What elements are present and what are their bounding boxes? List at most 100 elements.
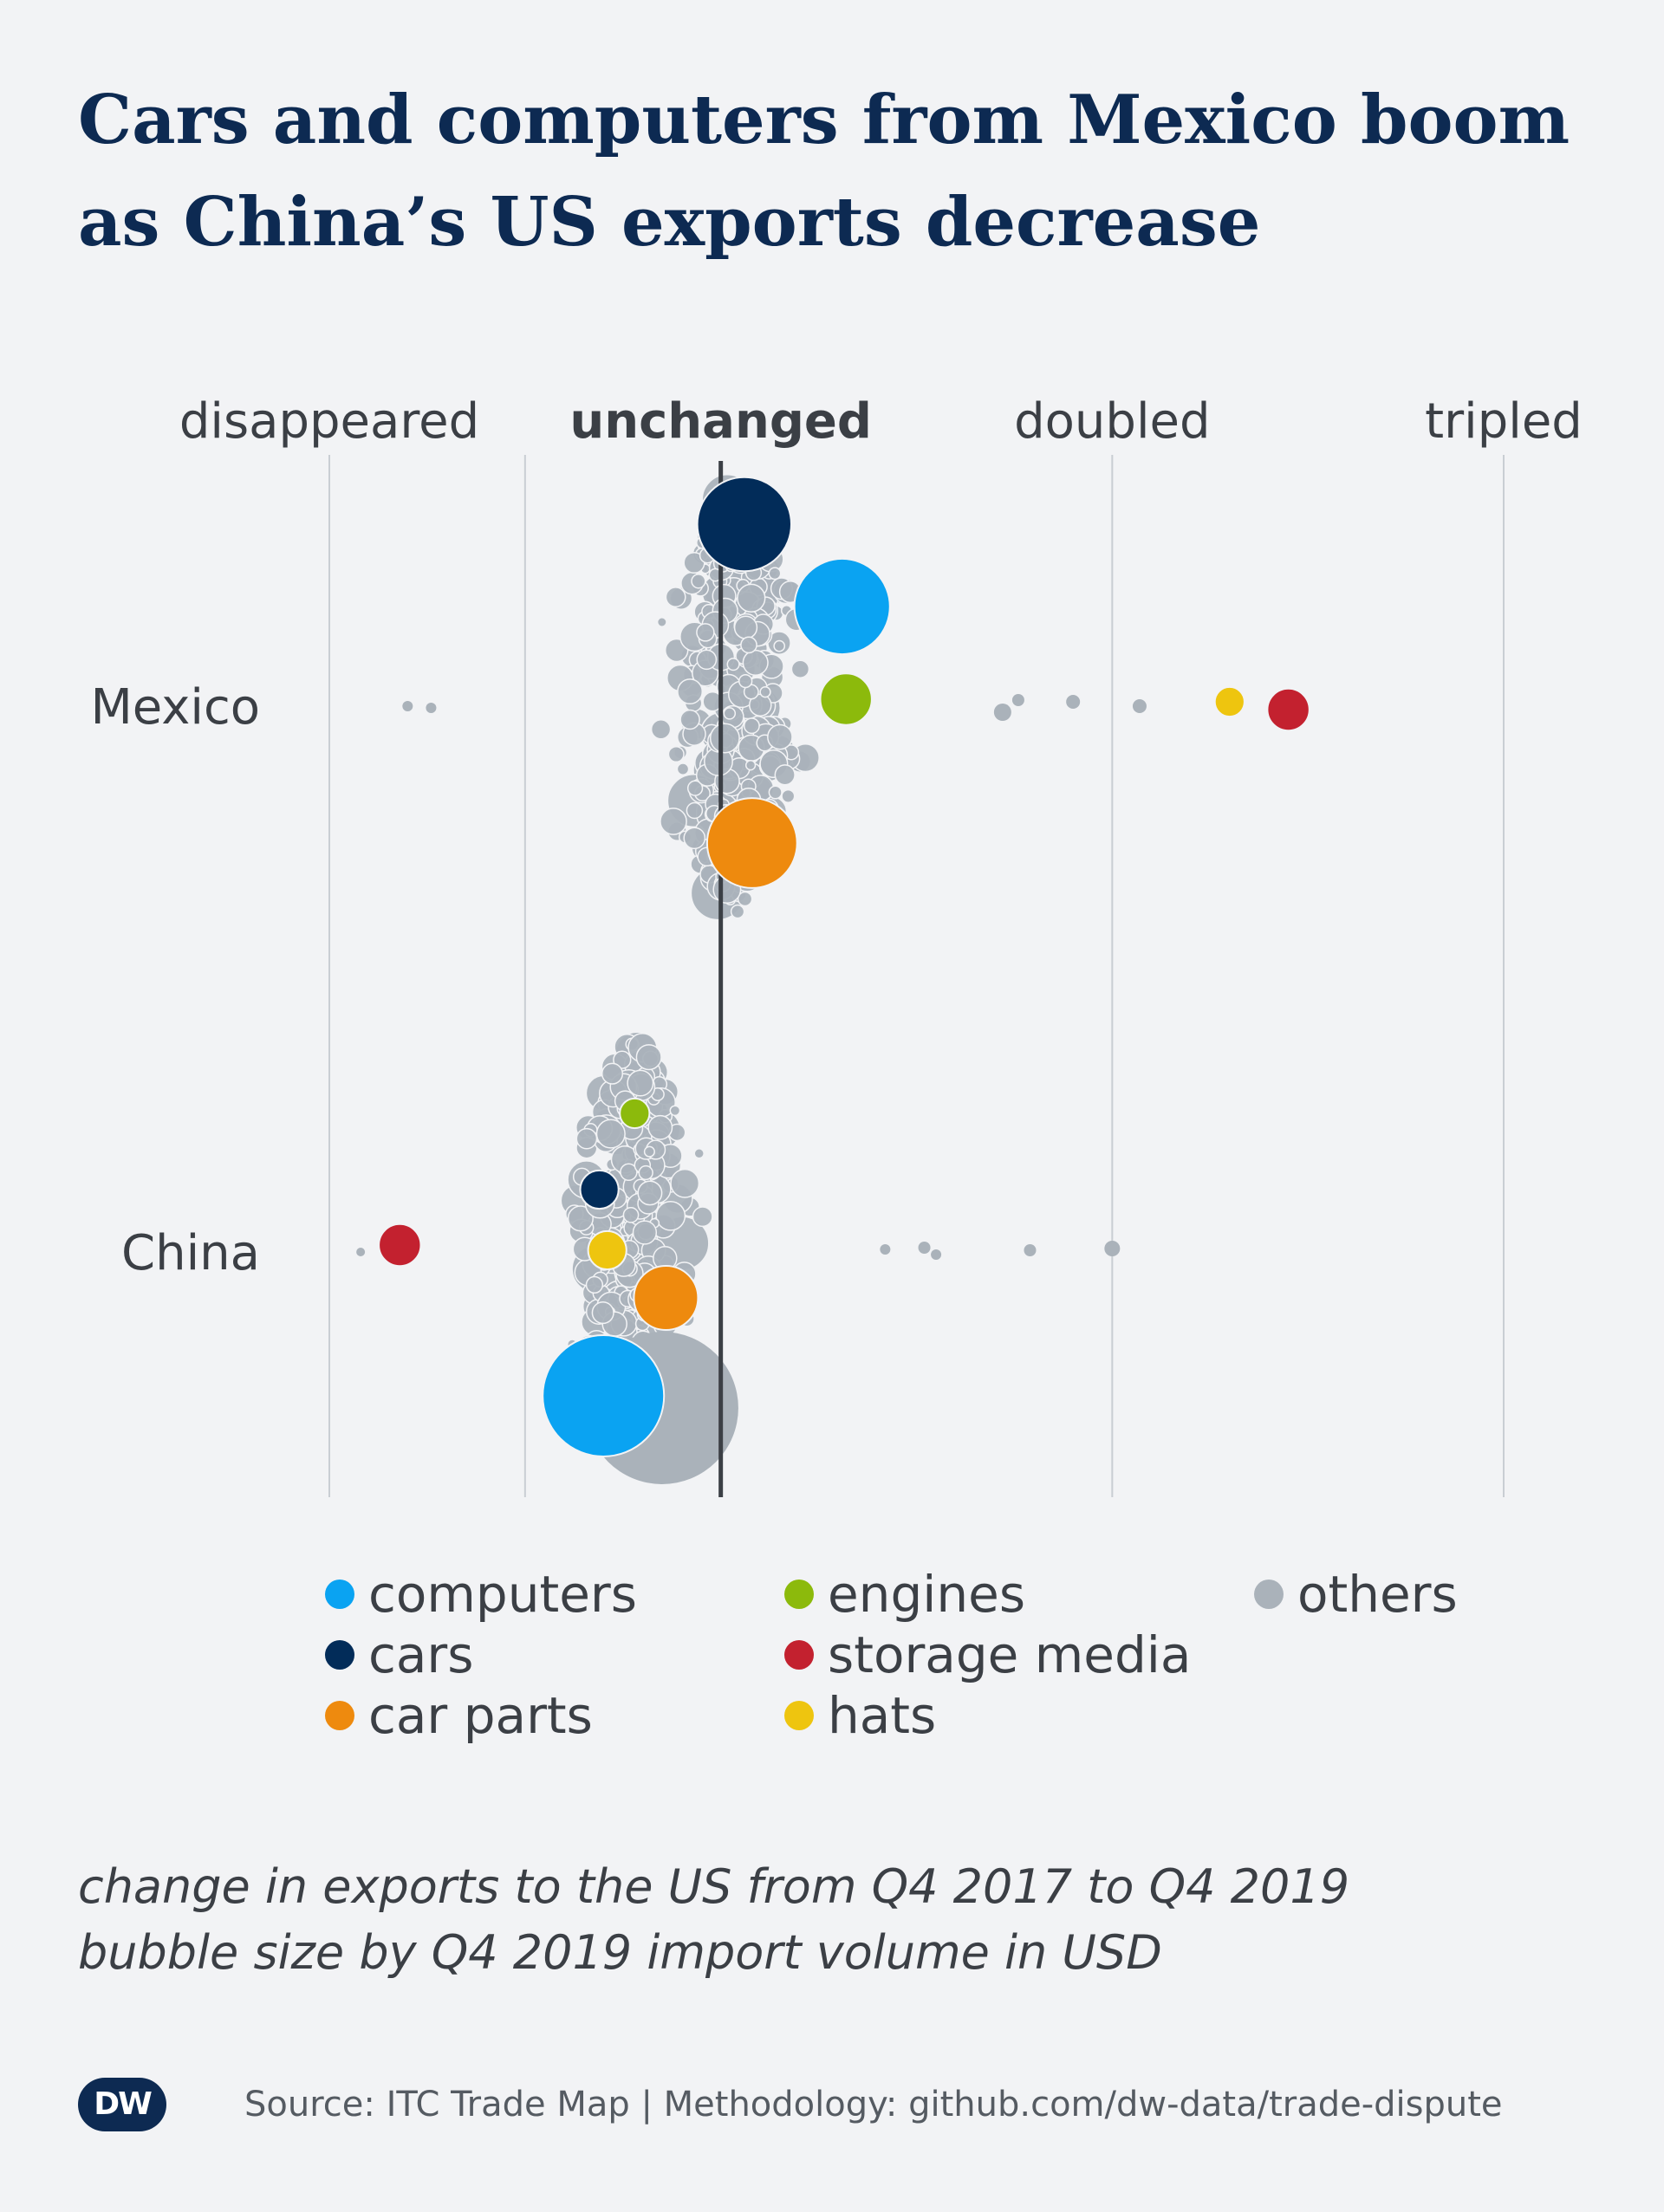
- other-bubble: [635, 1044, 662, 1071]
- legend-label-cars: cars: [368, 1625, 474, 1684]
- legend-dot-cars: [325, 1639, 354, 1670]
- other-bubble: [742, 649, 769, 676]
- chart-note-line-2: bubble size by Q4 2019 import volume in …: [78, 1925, 1162, 1980]
- other-bubble: [643, 1145, 655, 1158]
- other-bubble: [1104, 1241, 1121, 1256]
- legend-item-storage-media: storage media: [784, 1625, 1191, 1685]
- other-bubble: [622, 1206, 640, 1223]
- other-bubble: [1066, 695, 1081, 709]
- bubble-computers-china: [542, 1334, 666, 1457]
- other-bubble: [790, 659, 810, 678]
- other-bubble: [709, 723, 740, 754]
- others-bubbles: [356, 474, 1235, 1484]
- other-bubble: [402, 701, 413, 711]
- other-bubble: [726, 658, 740, 671]
- x-axis-tick-labels: disappeared unchanged doubled tripled: [179, 393, 1583, 450]
- other-bubble: [683, 827, 706, 850]
- legend-label-engines: engines: [828, 1565, 1026, 1624]
- other-bubble: [773, 639, 786, 652]
- other-bubble: [743, 717, 760, 735]
- other-bubble: [650, 719, 672, 740]
- legend-item-others: others: [1254, 1564, 1458, 1625]
- legend-dot-others: [1254, 1579, 1284, 1609]
- other-bubble: [638, 1164, 653, 1181]
- other-bubble: [768, 567, 782, 581]
- legend-item-car-parts: car parts: [325, 1685, 593, 1746]
- other-bubble: [567, 1205, 594, 1232]
- bubble-storage-media-mexico: [1266, 687, 1310, 732]
- legend-dot-computers: [325, 1579, 354, 1609]
- other-bubble: [637, 1180, 663, 1206]
- other-bubble: [993, 704, 1011, 721]
- chart-title-line-1: Cars and computers from Mexico boom: [78, 81, 1570, 159]
- other-bubble: [1024, 1244, 1037, 1256]
- legend-label-others: others: [1297, 1565, 1458, 1624]
- chart-note-line-1: change in exports to the US from Q4 2017…: [78, 1859, 1350, 1914]
- bubble-hats-china: [587, 1229, 627, 1271]
- legend-label-computers: computers: [368, 1565, 637, 1624]
- bubble-cars-mexico: [696, 476, 792, 573]
- other-bubble: [613, 1050, 632, 1069]
- bubble-car-parts-mexico: [705, 797, 798, 889]
- other-bubble: [918, 1242, 931, 1254]
- other-bubble: [774, 764, 796, 786]
- bubble-computers-mexico: [793, 557, 891, 656]
- other-bubble: [356, 1248, 366, 1256]
- other-bubble: [667, 745, 685, 763]
- legend-dot-hats: [784, 1700, 814, 1730]
- other-bubble: [677, 678, 704, 705]
- gridlines: [328, 455, 1505, 1497]
- legend-label-hats: hats: [828, 1686, 937, 1745]
- other-bubble: [575, 1127, 598, 1150]
- chart-title-line-2: as China’s US exports decrease: [78, 183, 1261, 262]
- bubble-engines-mexico: [819, 672, 873, 726]
- other-bubble: [692, 1206, 713, 1228]
- chart-title: Cars and computers from Mexico boom as C…: [78, 69, 1621, 274]
- legend-item-cars: cars: [325, 1625, 474, 1685]
- other-bubble: [691, 574, 706, 589]
- other-bubble: [656, 617, 667, 627]
- highlighted-bubbles: [378, 476, 1310, 1457]
- legend-dot-engines: [784, 1579, 814, 1609]
- other-bubble: [723, 707, 737, 720]
- other-bubble: [759, 686, 771, 698]
- other-bubble: [660, 808, 687, 835]
- other-bubble: [744, 760, 757, 771]
- other-bubble: [781, 788, 796, 803]
- x-tick-label: unchanged: [569, 393, 872, 450]
- x-tick-label: doubled: [1014, 393, 1210, 450]
- other-bubble: [679, 709, 700, 730]
- other-bubble: [696, 649, 718, 671]
- other-bubble: [767, 723, 793, 750]
- source-credit: Source: ITC Trade Map | Methodology: git…: [244, 2085, 1503, 2124]
- other-bubble: [669, 1105, 681, 1117]
- country-label: Mexico: [90, 679, 260, 736]
- other-bubble: [931, 1249, 942, 1260]
- legend-item-computers: computers: [325, 1564, 637, 1625]
- bubble-cars-china: [579, 1169, 620, 1210]
- other-bubble: [686, 801, 704, 820]
- legend-dot-storage-media: [784, 1639, 814, 1670]
- other-bubble: [632, 1220, 658, 1245]
- other-bubble: [627, 1069, 654, 1097]
- chart-note: change in exports to the US from Q4 2017…: [78, 1854, 1595, 1986]
- other-bubble: [733, 615, 758, 639]
- other-bubble: [737, 891, 753, 907]
- other-bubble: [1011, 694, 1024, 706]
- other-bubble: [670, 1168, 700, 1198]
- legend-label-car-parts: car parts: [368, 1686, 593, 1745]
- other-bubble: [686, 780, 704, 796]
- other-bubble: [601, 1062, 624, 1085]
- bubble-storage-media-china: [378, 1223, 422, 1268]
- bubble-engines-china: [619, 1097, 651, 1130]
- dw-logo: DW: [78, 2078, 166, 2131]
- beeswarm-chart: disappeared unchanged doubled tripled Mexic…: [90, 393, 1583, 1497]
- other-bubble: [426, 703, 437, 713]
- other-bubble: [647, 1114, 673, 1140]
- other-bubble: [768, 785, 783, 800]
- other-bubble: [620, 1163, 638, 1182]
- x-tick-label: disappeared: [179, 393, 479, 450]
- legend-item-engines: engines: [784, 1564, 1025, 1625]
- bubble-hats-mexico: [1213, 685, 1245, 718]
- legend: computers cars car parts engines storage…: [325, 1564, 1538, 1763]
